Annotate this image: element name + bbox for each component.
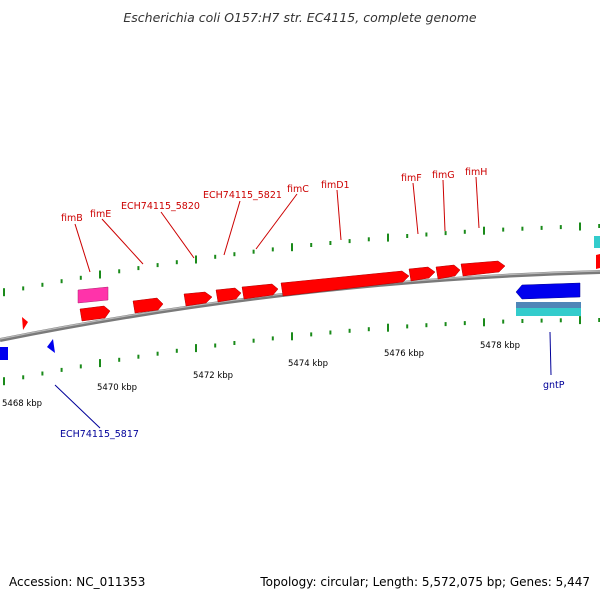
gene-ech74115-5820-arrow[interactable] xyxy=(183,291,213,307)
gene-fimD1-arrow[interactable] xyxy=(280,270,410,297)
map-title: Escherichia coli O157:H7 str. EC4115, co… xyxy=(123,10,477,25)
gene-fimB-arrow[interactable] xyxy=(79,305,111,322)
scale-labels: 5468 kbp 5470 kbp 5472 kbp 5474 kbp 5476… xyxy=(2,341,520,409)
label-fimF[interactable]: fimF xyxy=(401,173,422,184)
gene-fimE-arrow[interactable] xyxy=(132,297,164,314)
label-fimE[interactable]: fimE xyxy=(90,209,111,220)
gene-fimG-arrow[interactable] xyxy=(435,264,461,280)
cyan-feature[interactable] xyxy=(516,308,581,316)
label-leader-lines xyxy=(54,176,552,429)
label-ech74115-5817[interactable]: ECH74115_5817 xyxy=(60,429,139,440)
magenta-feature[interactable] xyxy=(77,286,109,304)
gene-offscreen-right-arrow[interactable] xyxy=(596,254,600,269)
label-ech74115-5820[interactable]: ECH74115_5820 xyxy=(121,201,200,212)
label-fimD1[interactable]: fimD1 xyxy=(321,180,350,191)
scale-label-5476: 5476 kbp xyxy=(384,349,424,359)
label-fimC[interactable]: fimC xyxy=(287,184,309,195)
label-fimG[interactable]: fimG xyxy=(432,170,455,181)
reverse-gene-labels: ECH74115_5817 gntP xyxy=(60,380,565,440)
label-fimB[interactable]: fimB xyxy=(61,213,83,224)
scale-label-5470: 5470 kbp xyxy=(97,383,137,393)
label-fimH[interactable]: fimH xyxy=(465,167,487,178)
label-gntP[interactable]: gntP xyxy=(543,380,565,391)
upper-tick-track xyxy=(3,222,600,297)
label-ech74115-5821[interactable]: ECH74115_5821 xyxy=(203,190,282,201)
scale-label-5472: 5472 kbp xyxy=(193,371,233,381)
forward-gene-track xyxy=(22,254,600,330)
scale-label-5468: 5468 kbp xyxy=(2,399,42,409)
gene-gntP-arrow[interactable] xyxy=(515,282,581,300)
genome-summary-text: Topology: circular; Length: 5,572,075 bp… xyxy=(260,575,590,589)
gene-ech74115-5817-arrow[interactable] xyxy=(47,339,55,353)
slate-feature[interactable] xyxy=(516,302,581,308)
cyan-feature-offscreen[interactable] xyxy=(594,236,600,248)
reverse-gene-track xyxy=(0,282,581,360)
gene-fimC-arrow[interactable] xyxy=(241,283,279,300)
scale-label-5474: 5474 kbp xyxy=(288,359,328,369)
gene-ech74115-5821-arrow[interactable] xyxy=(215,287,242,303)
gene-small-left-arrow[interactable] xyxy=(22,317,28,330)
accession-text: Accession: NC_011353 xyxy=(9,575,146,589)
gene-leftedge-reverse[interactable] xyxy=(0,347,8,360)
lower-tick-track xyxy=(3,316,600,386)
gene-fimH-arrow[interactable] xyxy=(460,260,506,277)
gene-fimF-arrow[interactable] xyxy=(408,266,436,282)
scale-label-5478: 5478 kbp xyxy=(480,341,520,351)
forward-gene-labels: fimB fimE ECH74115_5820 ECH74115_5821 fi… xyxy=(61,167,487,224)
